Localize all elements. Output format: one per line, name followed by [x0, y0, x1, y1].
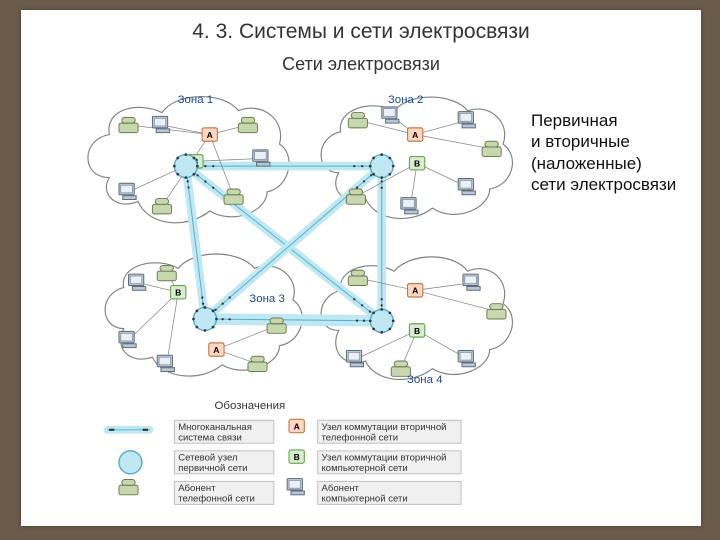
hub-icon	[119, 451, 142, 474]
node-b: B	[409, 157, 424, 170]
phone-icon	[238, 117, 257, 132]
svg-text:телефонной сети: телефонной сети	[178, 493, 255, 504]
node-a: A	[289, 419, 304, 432]
svg-text:A: A	[412, 130, 418, 140]
hub-node	[369, 153, 395, 179]
side-line: сети электросвязи	[531, 175, 676, 194]
pc-icon	[152, 116, 169, 132]
pc-icon	[129, 274, 146, 290]
svg-text:A: A	[213, 345, 219, 355]
svg-text:система связи: система связи	[178, 432, 242, 443]
pc-icon	[119, 183, 136, 199]
svg-text:B: B	[175, 288, 181, 298]
phone-icon	[157, 265, 176, 280]
layer-nodes: ABABBAAB	[119, 107, 506, 376]
node-a: A	[408, 284, 423, 297]
svg-text:A: A	[294, 421, 300, 431]
svg-text:первичной сети: первичной сети	[178, 463, 247, 474]
phone-icon	[267, 318, 286, 333]
side-line: и вторичные	[531, 132, 630, 151]
hub-node	[173, 153, 199, 179]
pc-icon	[458, 112, 475, 128]
phone-icon	[482, 141, 501, 156]
svg-text:Сетевой узел: Сетевой узел	[178, 452, 237, 463]
svg-text:Узел коммутации вторичной: Узел коммутации вторичной	[322, 422, 447, 433]
svg-text:Абонент: Абонент	[178, 483, 216, 494]
side-line: Первичная	[531, 111, 618, 130]
diagram-svg: A B A B B A A B Зона 1 Зона 2 Зона 3 Зона 4 Обозначе…	[61, 82, 519, 512]
svg-text:B: B	[414, 159, 420, 169]
layer-wires	[129, 115, 497, 368]
phone-icon	[224, 189, 243, 204]
pc-icon	[458, 351, 475, 367]
pc-icon	[401, 198, 418, 214]
pc-icon	[458, 179, 475, 195]
svg-text:телефонной сети: телефонной сети	[322, 432, 399, 443]
phone-icon	[487, 304, 506, 319]
phone-icon	[119, 480, 138, 495]
node-b: B	[289, 450, 304, 463]
pc-icon	[157, 355, 174, 371]
svg-text:Многоканальная: Многоканальная	[178, 422, 252, 433]
page-sheet: 4. 3. Системы и сети электросвязи Сети э…	[21, 10, 701, 526]
svg-text:B: B	[414, 326, 420, 336]
trunk-link	[381, 166, 383, 321]
page-subtitle: Сети электросвязи	[21, 54, 701, 75]
phone-icon	[348, 270, 367, 285]
phone-icon	[348, 113, 367, 128]
trunk-link	[205, 318, 382, 322]
svg-text:Зона 2: Зона 2	[388, 94, 424, 106]
phone-icon	[346, 189, 365, 204]
phone-icon	[248, 356, 267, 371]
page-title: 4. 3. Системы и сети электросвязи	[21, 20, 701, 44]
svg-text:Зона 3: Зона 3	[249, 293, 285, 305]
side-text: Первичная и вторичные (наложенные) сети …	[531, 110, 701, 195]
svg-text:Абонент: Абонент	[322, 483, 360, 494]
pc-icon	[346, 351, 363, 367]
node-a: A	[209, 343, 224, 356]
network-diagram: A B A B B A A B Зона 1 Зона 2 Зона 3 Зона 4 Обозначе…	[61, 82, 519, 512]
svg-text:Зона 4: Зона 4	[407, 374, 443, 386]
hub-node	[192, 306, 218, 332]
phone-icon	[152, 199, 171, 214]
svg-text:Обозначения: Обозначения	[215, 400, 286, 412]
side-line: (наложенные)	[531, 154, 642, 173]
node-b: B	[409, 324, 424, 337]
layer-legend: Обозначения Многоканальнаясистема связи Се…	[107, 400, 461, 505]
svg-text:Узел коммутации вторичной: Узел коммутации вторичной	[322, 452, 447, 463]
node-a: A	[408, 128, 423, 141]
phone-icon	[119, 117, 138, 132]
trunk-link	[107, 429, 149, 431]
trunk-link	[186, 166, 205, 319]
pc-icon	[382, 107, 399, 123]
node-a: A	[202, 128, 217, 141]
pc-icon	[463, 274, 480, 290]
node-b: B	[171, 286, 186, 299]
pc-icon	[287, 479, 304, 495]
hub-node	[369, 308, 395, 334]
svg-text:A: A	[207, 130, 213, 140]
svg-text:B: B	[294, 452, 300, 462]
trunk-link	[186, 165, 382, 167]
svg-text:компьютерной сети: компьютерной сети	[322, 463, 408, 474]
svg-text:Зона 1: Зона 1	[178, 94, 214, 106]
svg-text:компьютерной сети: компьютерной сети	[322, 493, 408, 504]
svg-text:A: A	[412, 286, 418, 296]
